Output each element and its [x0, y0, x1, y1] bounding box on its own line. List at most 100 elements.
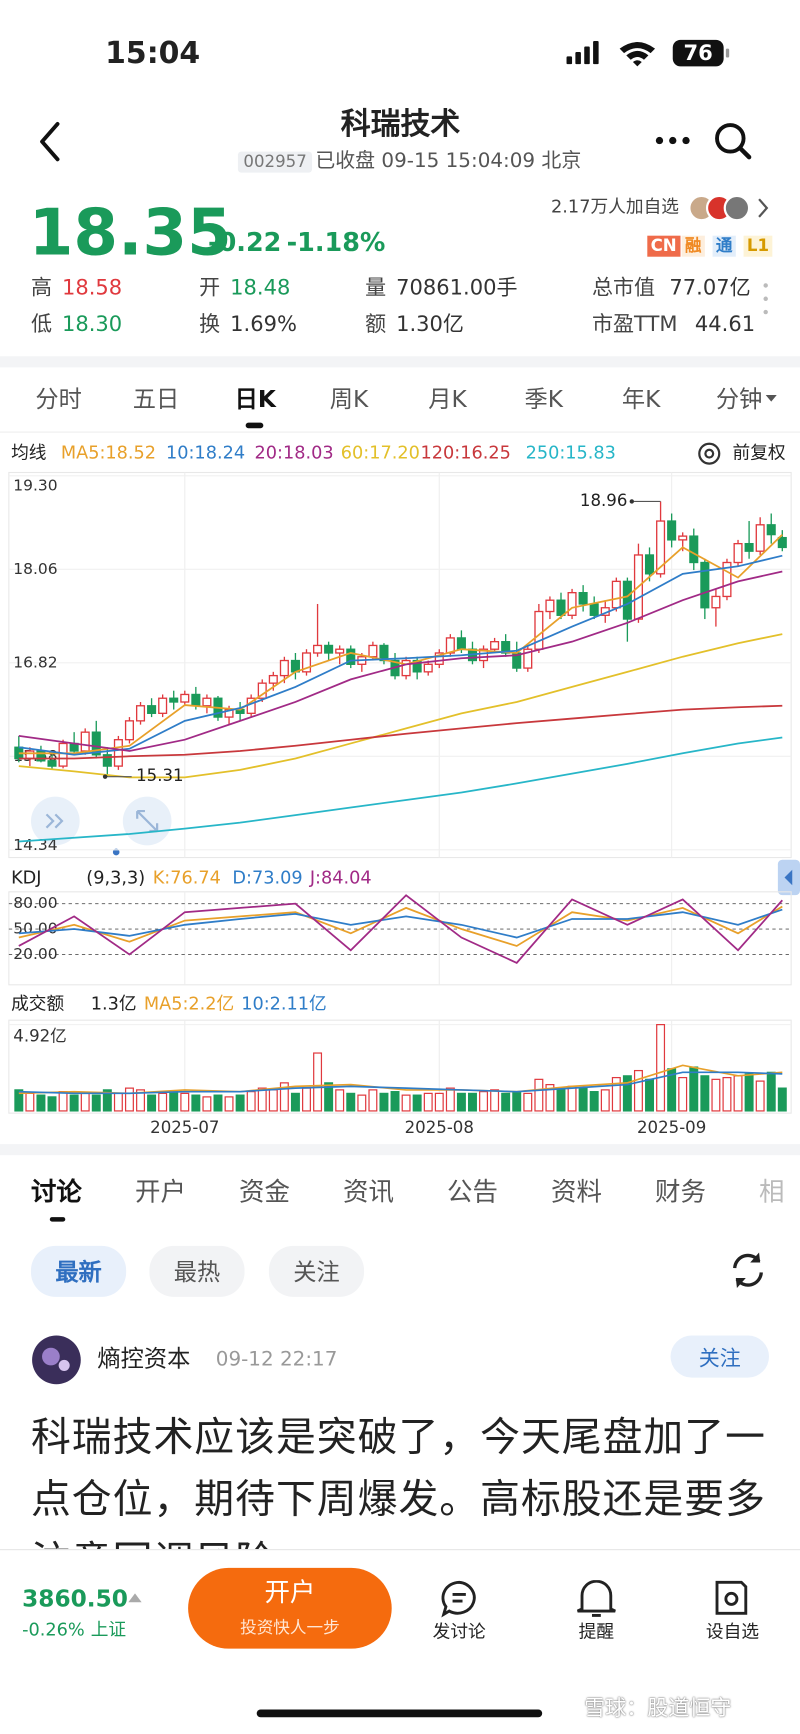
filter[interactable]: 关注 [268, 1245, 365, 1297]
ma-line [18, 704, 783, 760]
badge: 通 [712, 235, 736, 257]
candle-body [191, 693, 201, 707]
battery-level: 76 [683, 40, 713, 66]
author-name[interactable]: 熵控资本 [97, 1345, 191, 1373]
badge: CN [647, 235, 681, 257]
adjust-label: 前复权 [733, 443, 786, 464]
legend-entry: K:76.74 [153, 869, 221, 889]
price-change-pct: -1.18% [286, 229, 386, 258]
candle-body [368, 644, 378, 658]
open-account-sub[interactable]: 投资快人一步 [240, 1617, 340, 1638]
volume-bar [36, 1094, 46, 1112]
annotation-label: 15.31 [136, 766, 183, 785]
volume-bar [324, 1082, 334, 1112]
stat-label: 低 [30, 312, 53, 337]
candle-body [80, 731, 90, 752]
action-icons[interactable] [440, 1580, 772, 1618]
volume-bar [434, 1092, 444, 1112]
open-account-label[interactable]: 开户 [264, 1578, 316, 1608]
volume-bar [600, 1089, 610, 1112]
candle-body [490, 641, 500, 650]
period-tab[interactable]: 五日 [132, 386, 180, 413]
side-tab[interactable] [777, 859, 800, 896]
volume-bar [158, 1092, 168, 1112]
volume-bar [180, 1092, 190, 1112]
volume-bar [467, 1092, 477, 1112]
volume-bar [47, 1096, 57, 1112]
volume-bar [69, 1094, 79, 1112]
stat-value: 44.61 [694, 312, 756, 337]
content-tab[interactable]: 开户 [134, 1178, 186, 1208]
more-dots[interactable] [759, 279, 772, 334]
overlay-buttons[interactable] [30, 796, 172, 856]
volume-bar [479, 1091, 489, 1112]
post-time: 09-12 22:17 [215, 1347, 338, 1371]
volume-bar [368, 1089, 378, 1112]
content-tab[interactable]: 资讯 [343, 1178, 394, 1208]
refresh-button[interactable] [726, 1248, 770, 1292]
indicator-title: 成交额 [11, 994, 64, 1015]
volume-ma-line [18, 1071, 783, 1095]
filter[interactable]: 最热 [149, 1245, 245, 1297]
legend-entry: D:73.09 [232, 869, 302, 889]
candle-body [313, 644, 323, 654]
period-tab[interactable]: 季K [524, 386, 563, 413]
stat-label: 高 [30, 275, 53, 300]
volume-bar [147, 1094, 157, 1112]
legend-entry: 250:15.83 [526, 444, 616, 464]
stat-value: 18.58 [61, 275, 123, 300]
content-tab[interactable]: 财务 [655, 1178, 706, 1208]
candle-body [346, 648, 356, 665]
volume-bar [490, 1089, 500, 1112]
header-actions[interactable] [653, 122, 775, 162]
filter-active[interactable]: 最新 [30, 1245, 127, 1297]
content-tab[interactable]: 资金 [239, 1178, 290, 1208]
action-label[interactable]: 提醒 [578, 1621, 615, 1643]
content-tab[interactable]: 相 [759, 1178, 785, 1208]
candle-body [202, 697, 212, 707]
volume-bar [346, 1092, 356, 1112]
period-tab[interactable]: 分钟 [715, 386, 763, 413]
author-avatar[interactable] [31, 1334, 82, 1385]
legend-entry: MA5:18.52 [61, 444, 156, 464]
stat-label: 总市值 [591, 275, 656, 300]
volume-bar [401, 1094, 411, 1112]
candle-body [766, 524, 776, 536]
volume-bar [423, 1092, 433, 1112]
candle-body [777, 536, 787, 549]
content-tab-active[interactable]: 讨论 [30, 1178, 82, 1208]
candle-body [733, 542, 743, 564]
status-icons [566, 39, 730, 67]
volume-bar [379, 1092, 389, 1112]
period-tab[interactable]: 月K [428, 386, 467, 413]
volume-bar [58, 1091, 68, 1112]
action-label[interactable]: 设自选 [705, 1621, 760, 1643]
period-tab[interactable]: 周K [329, 386, 369, 413]
volume-bar [202, 1096, 212, 1112]
volume-bar [302, 1087, 311, 1112]
volume-bar [512, 1091, 522, 1112]
adjust-icon[interactable] [698, 442, 721, 465]
content-tab[interactable]: 资料 [551, 1178, 602, 1208]
price-change: -0.22 [208, 229, 282, 258]
content-tab[interactable]: 公告 [447, 1178, 498, 1208]
period-tab[interactable]: 分时 [35, 386, 82, 413]
candle-body [158, 697, 168, 714]
period-tab[interactable]: 年K [621, 386, 661, 413]
candle-body [755, 524, 765, 552]
candle-body [257, 682, 267, 699]
open-account-button[interactable] [188, 1567, 392, 1649]
candle-body [578, 592, 588, 605]
period-tab-active[interactable]: 日K [234, 386, 276, 413]
follow-button[interactable]: 关注 [670, 1335, 770, 1378]
action-label[interactable]: 发讨论 [432, 1621, 486, 1643]
ma-line [18, 554, 783, 756]
stat-value: 70861.00手 [396, 275, 518, 300]
legend-entry: MA5:2.2亿 [144, 994, 234, 1015]
volume-bar [689, 1066, 699, 1112]
candle-body [700, 561, 710, 609]
back-button[interactable] [33, 120, 66, 164]
stat-label: 开 [199, 275, 221, 300]
candle-body [689, 535, 699, 564]
candle-body [301, 652, 312, 673]
